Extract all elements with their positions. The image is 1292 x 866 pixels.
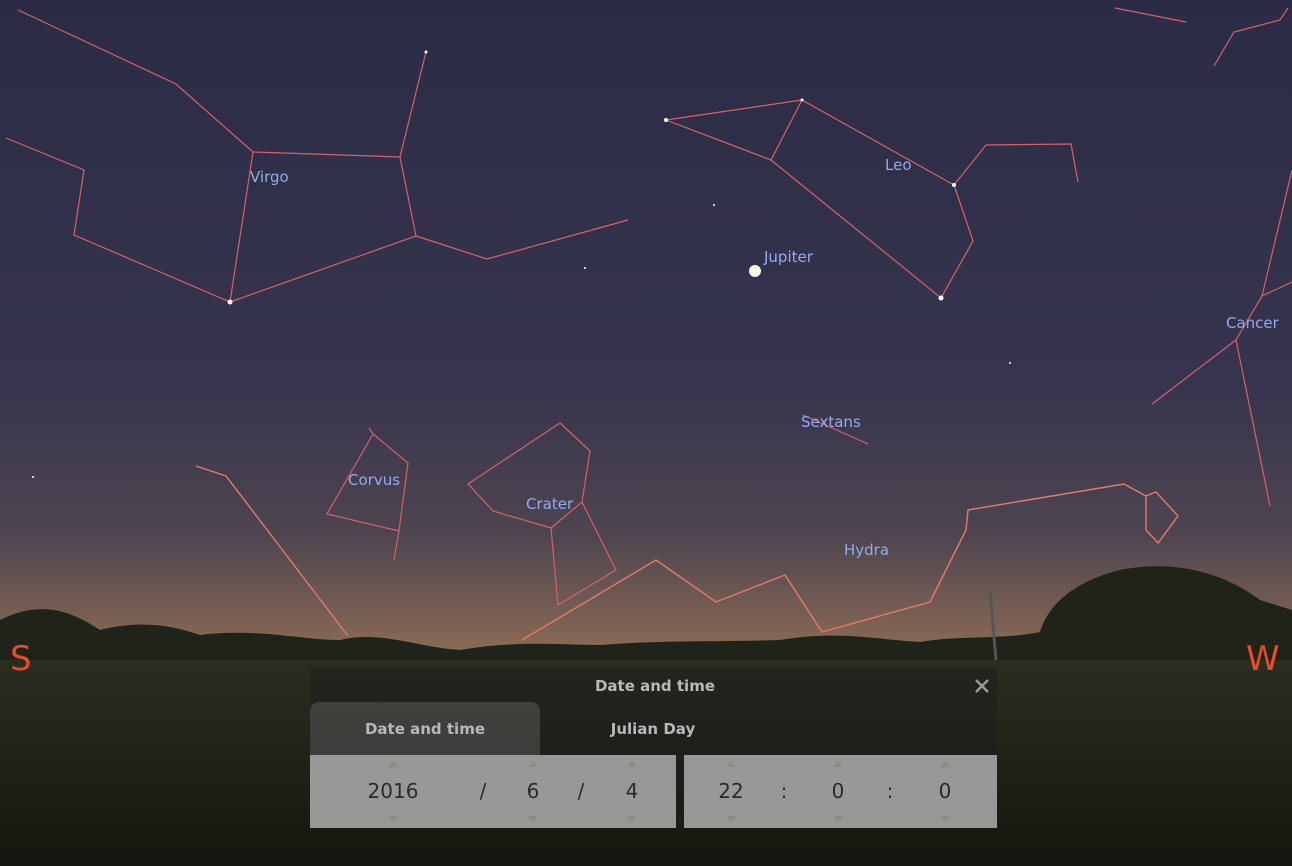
constellation-label: Corvus: [348, 471, 400, 489]
jupiter: [749, 265, 761, 277]
separator: :: [781, 779, 788, 803]
spin-down[interactable]: [726, 816, 736, 822]
separator: /: [480, 779, 487, 803]
spin-down[interactable]: [388, 816, 398, 822]
constellation-label: Crater: [526, 495, 574, 513]
spin-up[interactable]: [940, 761, 950, 767]
year-field[interactable]: 2016: [368, 779, 419, 803]
stars: [32, 50, 1011, 478]
minute-field[interactable]: 0: [832, 779, 845, 803]
sky-labels: Virgo Leo Jupiter Cancer Sextans Corvus …: [250, 156, 1280, 559]
spin-up[interactable]: [627, 761, 637, 767]
dialog-title: Date and time: [595, 677, 715, 695]
spin-up[interactable]: [833, 761, 843, 767]
compass-west: W: [1246, 639, 1280, 679]
tab-label[interactable]: Julian Day: [610, 720, 696, 738]
date-time-dialog: Date and time Date and time Julian Day 2…: [310, 668, 997, 830]
spin-arrows: [388, 761, 950, 822]
date-box: [310, 755, 676, 828]
month-field[interactable]: 6: [527, 779, 540, 803]
spin-up[interactable]: [528, 761, 538, 767]
constellation-label: Sextans: [801, 413, 861, 431]
spin-down[interactable]: [528, 816, 538, 822]
hour-field[interactable]: 22: [718, 779, 743, 803]
separator: :: [887, 779, 894, 803]
constellation-label: Virgo: [250, 168, 289, 186]
separator: /: [578, 779, 585, 803]
spin-down[interactable]: [940, 816, 950, 822]
planet-label: Jupiter: [763, 248, 814, 266]
constellation-label: Hydra: [844, 541, 889, 559]
tab-active[interactable]: [310, 702, 540, 755]
day-field[interactable]: 4: [626, 779, 639, 803]
constellation-label: Leo: [885, 156, 912, 174]
time-box: [684, 755, 997, 828]
tab-label[interactable]: Date and time: [365, 720, 485, 738]
constellation-label: Cancer: [1226, 314, 1280, 332]
constellation-lines: [5, 7, 1292, 641]
compass-south: S: [10, 639, 32, 679]
second-field[interactable]: 0: [939, 779, 952, 803]
spin-up[interactable]: [726, 761, 736, 767]
spin-down[interactable]: [627, 816, 637, 822]
spin-down[interactable]: [833, 816, 843, 822]
close-button[interactable]: [975, 679, 989, 693]
spin-up[interactable]: [388, 761, 398, 767]
